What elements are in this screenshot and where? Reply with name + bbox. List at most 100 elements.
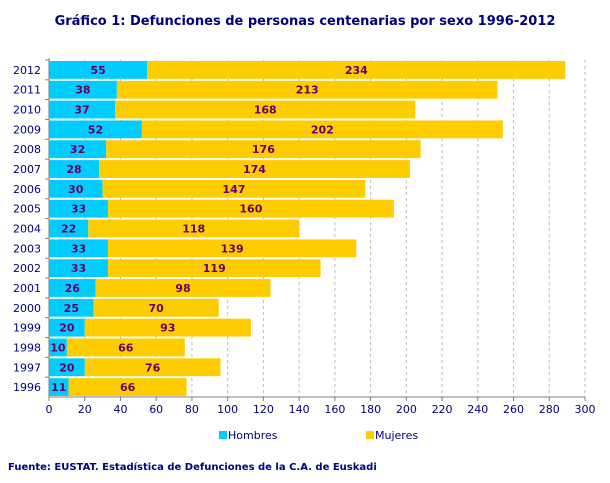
y-tick-label: 2006	[13, 183, 41, 196]
y-tick-label: 2000	[13, 302, 41, 315]
bar-mujeres	[107, 259, 321, 278]
bar-hombres	[49, 120, 142, 139]
data-label: 174	[243, 163, 266, 176]
data-label: 25	[64, 302, 79, 315]
bar-hombres	[49, 259, 108, 278]
y-tick-label: 2001	[13, 282, 41, 295]
bar-mujeres	[147, 61, 566, 79]
data-label: 52	[88, 123, 103, 136]
data-label: 139	[221, 242, 244, 255]
y-tick-label: 2005	[13, 203, 41, 216]
bar-mujeres	[141, 120, 503, 139]
data-label: 213	[296, 84, 319, 97]
bar-hombres	[49, 61, 148, 79]
data-label: 118	[182, 223, 205, 236]
data-label: 202	[311, 123, 334, 136]
x-tick-label: 240	[467, 403, 488, 416]
bar-hombres	[49, 378, 69, 396]
x-tick-label: 300	[575, 403, 596, 416]
bar-hombres	[49, 279, 96, 297]
bar-hombres	[49, 80, 117, 99]
data-label: 168	[254, 104, 277, 117]
source-note: Fuente: EUSTAT. Estadística de Defuncion…	[8, 461, 377, 473]
x-tick-label: 180	[360, 403, 381, 416]
bar-hombres	[49, 100, 116, 119]
data-label: 119	[203, 262, 226, 275]
data-label: 22	[61, 223, 76, 236]
data-label: 76	[145, 361, 161, 374]
legend-label-mujeres: Mujeres	[375, 429, 418, 442]
bar-mujeres	[68, 378, 187, 396]
bar-hombres	[49, 140, 107, 159]
data-label: 11	[51, 381, 66, 394]
x-tick-label: 280	[539, 403, 560, 416]
legend-label-hombres: Hombres	[228, 429, 278, 442]
x-tick-label: 80	[185, 403, 199, 416]
data-label: 38	[75, 84, 90, 97]
bar-mujeres	[93, 298, 219, 317]
chart-title: Gráfico 1: Defunciones de personas cente…	[55, 14, 556, 29]
bar-mujeres	[116, 80, 498, 99]
axes: 0 20 40 60 80 100 120 140 160 180 200 220 240 260 280 3…	[13, 58, 596, 416]
data-label: 37	[74, 104, 89, 117]
x-tick-label: 220	[432, 403, 453, 416]
data-label: 147	[222, 183, 245, 196]
bar-hombres	[49, 358, 85, 377]
data-label: 30	[68, 183, 84, 196]
bar-hombres	[49, 160, 100, 178]
bar-mujeres	[95, 279, 271, 297]
data-label: 20	[59, 361, 75, 374]
data-label: 32	[70, 143, 85, 156]
bar-mujeres	[115, 100, 416, 119]
x-tick-label: 140	[289, 403, 310, 416]
bar-hombres	[49, 318, 85, 337]
y-tick-label: 2009	[13, 123, 41, 136]
data-label: 10	[50, 341, 66, 354]
y-tick-label: 2012	[13, 64, 41, 77]
x-tick-label: 40	[113, 403, 127, 416]
bar-hombres	[49, 338, 67, 357]
x-tick-label: 200	[396, 403, 417, 416]
y-tick-label: 1998	[13, 341, 41, 354]
bar-mujeres	[102, 179, 366, 198]
data-label: 98	[175, 282, 190, 295]
data-label: 28	[66, 163, 81, 176]
legend: Hombres Mujeres	[219, 429, 418, 442]
bar-mujeres	[66, 338, 185, 357]
data-label: 160	[239, 203, 262, 216]
bars: 11 66 20 76 10 66 20 93 25 70 26 98 33 119 33 139 22 118 3…	[49, 61, 566, 396]
data-label: 20	[59, 322, 75, 335]
y-tick-label: 2007	[13, 163, 41, 176]
y-tick-label: 2004	[13, 223, 41, 236]
data-label: 26	[65, 282, 81, 295]
bar-mujeres	[107, 239, 357, 258]
data-label: 70	[149, 302, 165, 315]
data-label: 33	[71, 262, 86, 275]
x-tick-label: 100	[217, 403, 238, 416]
bar-mujeres	[107, 199, 394, 218]
y-tick-label: 2008	[13, 143, 41, 156]
y-tick-label: 2002	[13, 262, 41, 275]
x-tick-label: 60	[149, 403, 163, 416]
data-label: 33	[71, 203, 86, 216]
y-tick-label: 1996	[13, 381, 41, 394]
bar-mujeres	[84, 358, 221, 377]
data-label: 93	[160, 322, 175, 335]
bar-hombres	[49, 239, 108, 258]
x-tick-label: 260	[503, 403, 524, 416]
bar-mujeres	[106, 140, 421, 159]
x-tick-label: 0	[46, 403, 53, 416]
y-tick-label: 1999	[13, 322, 41, 335]
data-label: 55	[90, 64, 105, 77]
bar-mujeres	[84, 318, 251, 337]
y-tick-label: 2011	[13, 84, 41, 97]
bar-mujeres	[88, 219, 300, 238]
x-tick-label: 20	[78, 403, 92, 416]
bar-hombres	[49, 298, 94, 317]
y-tick-label: 2010	[13, 104, 41, 117]
legend-swatch-mujeres	[366, 431, 374, 439]
data-label: 33	[71, 242, 86, 255]
y-tick-label: 1997	[13, 361, 41, 374]
